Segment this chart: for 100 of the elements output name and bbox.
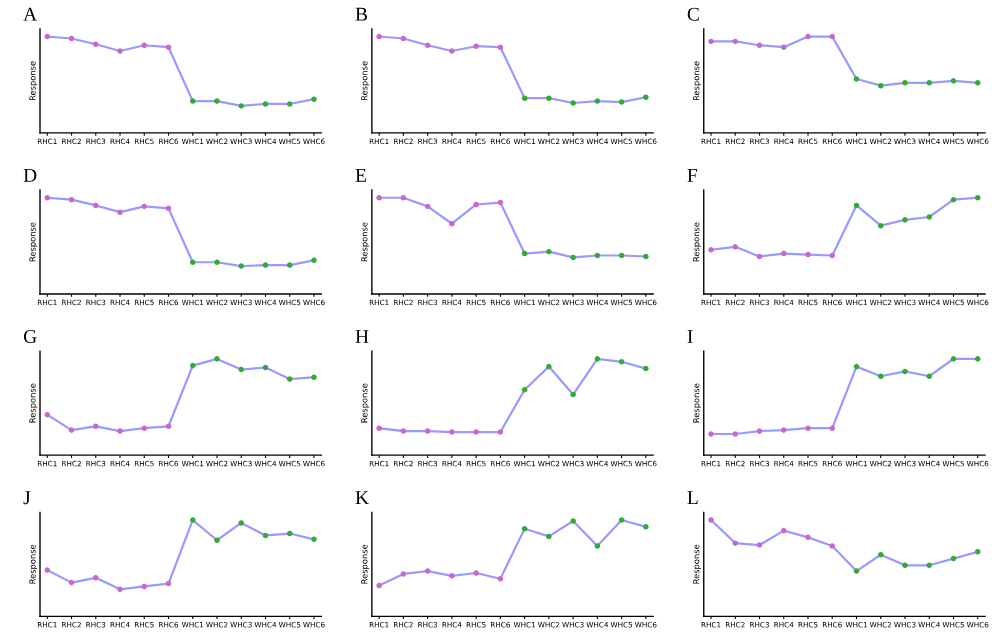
point: [141, 425, 148, 431]
point: [618, 252, 625, 259]
point: [424, 42, 431, 49]
point: [311, 257, 317, 264]
point: [141, 42, 148, 49]
point: [732, 540, 739, 546]
point: [376, 33, 382, 40]
point: [570, 518, 576, 524]
point: [311, 96, 317, 102]
point: [497, 199, 504, 206]
point: [165, 44, 172, 50]
point: [449, 48, 455, 54]
point: [570, 254, 576, 261]
chart-title: C: [687, 7, 699, 21]
point: [141, 583, 148, 590]
point: [877, 82, 884, 89]
point: [165, 205, 172, 212]
point: [189, 259, 196, 266]
point: [546, 95, 552, 101]
chart-title: F: [687, 168, 697, 182]
point: [618, 359, 625, 365]
point: [950, 356, 957, 362]
point: [902, 217, 908, 223]
point: [521, 250, 528, 257]
point: [497, 576, 504, 582]
point: [780, 250, 787, 257]
point: [780, 44, 787, 50]
point: [214, 259, 220, 266]
point: [238, 103, 245, 109]
point: [262, 262, 269, 268]
point: [974, 549, 981, 555]
point: [238, 366, 245, 373]
point: [44, 411, 51, 418]
point: [44, 567, 51, 573]
point: [165, 580, 172, 587]
point: [853, 363, 860, 370]
point: [262, 101, 269, 107]
point: [643, 94, 649, 101]
point: [117, 209, 123, 215]
point: [902, 562, 908, 569]
point: [570, 100, 576, 106]
point: [44, 33, 51, 40]
point: [238, 520, 245, 526]
point: [497, 429, 504, 435]
point: [473, 570, 479, 576]
point: [92, 575, 99, 581]
point: [117, 586, 123, 593]
point: [141, 203, 148, 210]
point: [926, 214, 933, 220]
point: [376, 582, 382, 589]
point: [68, 196, 75, 203]
chart-title: G: [23, 329, 37, 344]
point: [643, 253, 649, 260]
point: [311, 374, 317, 380]
point: [780, 427, 787, 433]
point: [594, 543, 601, 549]
point: [594, 98, 601, 104]
chart-title: L: [687, 491, 698, 505]
point: [68, 427, 75, 433]
point: [708, 246, 714, 253]
point: [521, 525, 528, 532]
point: [950, 196, 957, 203]
point: [926, 562, 933, 569]
point: [805, 534, 811, 541]
point: [805, 251, 811, 258]
point: [974, 194, 981, 201]
point: [853, 568, 860, 574]
point: [643, 524, 649, 530]
point: [165, 423, 172, 430]
point: [594, 356, 601, 362]
point: [732, 244, 739, 250]
point: [473, 429, 479, 435]
point: [780, 527, 787, 534]
point: [546, 363, 552, 370]
point: [449, 429, 455, 435]
point: [473, 43, 479, 49]
point: [214, 98, 220, 104]
point: [400, 571, 407, 577]
point: [400, 428, 407, 434]
point: [829, 33, 836, 40]
point: [117, 48, 123, 54]
point: [424, 568, 431, 574]
point: [521, 95, 528, 101]
chart-title: H: [355, 330, 369, 343]
point: [570, 391, 576, 398]
point: [92, 202, 99, 209]
point: [189, 517, 196, 523]
point: [643, 365, 649, 372]
point: [311, 536, 317, 543]
point: [189, 362, 196, 369]
point: [286, 530, 293, 537]
point: [829, 543, 836, 549]
point: [926, 80, 933, 86]
point: [214, 356, 220, 362]
chart-title: B: [355, 7, 368, 21]
point: [594, 252, 601, 259]
point: [877, 373, 884, 380]
chart-title: I: [687, 330, 693, 343]
point: [756, 428, 763, 434]
point: [732, 431, 739, 437]
